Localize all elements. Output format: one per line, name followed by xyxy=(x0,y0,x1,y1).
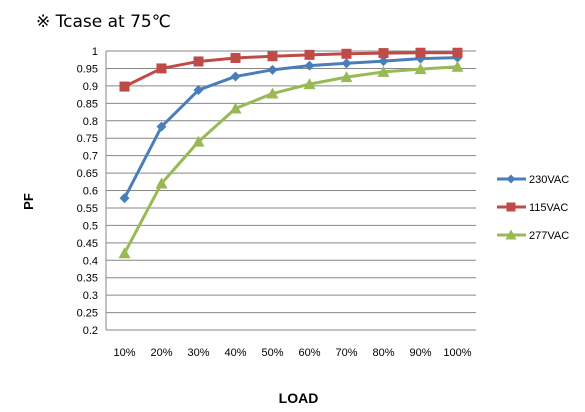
series-277VAC xyxy=(118,60,464,259)
x-tick-label: 70% xyxy=(335,347,357,359)
y-tick-label: 0.6 xyxy=(83,186,98,198)
data-point xyxy=(341,58,352,69)
y-tick-label: 0.55 xyxy=(77,203,98,215)
y-tick-label: 1 xyxy=(92,46,98,58)
y-tick-label: 0.5 xyxy=(83,220,98,232)
y-tick-label: 0.4 xyxy=(83,255,98,267)
y-tick-labels: 0.2 0.25 0.3 0.35 0.4 0.45 0.5 0.55 0.6 0.65 0.7 0.… xyxy=(77,46,98,337)
grid xyxy=(105,50,476,331)
data-point xyxy=(155,177,168,189)
x-tick-label: 10% xyxy=(113,347,135,359)
data-point xyxy=(304,49,315,60)
data-point xyxy=(267,64,278,75)
legend-label: 277VAC xyxy=(529,230,569,242)
data-point xyxy=(378,48,389,59)
legend-label: 230VAC xyxy=(529,174,569,186)
x-axis-title: LOAD xyxy=(278,390,319,406)
data-point xyxy=(156,121,167,132)
y-tick-label: 0.3 xyxy=(83,290,98,302)
y-tick-label: 0.95 xyxy=(77,63,98,75)
data-point xyxy=(378,56,389,67)
data-point xyxy=(229,102,242,114)
legend: 230VAC 115VAC 277VAC xyxy=(497,174,569,242)
y-tick-label: 0.9 xyxy=(83,81,98,93)
data-point xyxy=(377,65,390,77)
data-point xyxy=(230,52,241,63)
series-230VAC xyxy=(119,52,463,204)
data-point xyxy=(340,71,353,83)
legend-marker xyxy=(506,174,516,184)
y-tick-label: 0.65 xyxy=(77,168,98,180)
x-tick-labels: 10% 20% 30% 40% 50% 60% 70% 80% 90% 100% xyxy=(113,347,471,359)
x-tick-label: 80% xyxy=(372,347,394,359)
x-tick-label: 20% xyxy=(150,347,172,359)
legend-marker xyxy=(506,202,516,212)
y-tick-label: 0.8 xyxy=(83,116,98,128)
temperature-note: ※ Tcase at 75℃ xyxy=(36,12,171,32)
data-point xyxy=(119,193,130,204)
y-tick-label: 0.35 xyxy=(77,273,98,285)
data-point xyxy=(414,63,427,75)
data-point xyxy=(304,60,315,71)
data-point xyxy=(156,63,167,74)
legend-marker xyxy=(505,229,517,240)
series-line xyxy=(123,56,458,199)
x-tick-label: 90% xyxy=(409,347,431,359)
x-tick-label: 100% xyxy=(443,347,471,359)
data-point xyxy=(266,87,279,99)
data-point xyxy=(415,47,426,58)
series-line xyxy=(123,65,458,254)
data-point xyxy=(303,78,316,90)
data-point xyxy=(267,51,278,62)
data-point xyxy=(452,47,463,58)
legend-label: 115VAC xyxy=(529,202,568,214)
x-tick-label: 30% xyxy=(187,347,209,359)
x-tick-label: 40% xyxy=(224,347,246,359)
data-point xyxy=(192,135,205,147)
x-tick-label: 50% xyxy=(261,347,283,359)
y-tick-label: 0.2 xyxy=(83,325,98,337)
series-115VAC xyxy=(119,47,463,92)
y-tick-label: 0.75 xyxy=(77,133,98,145)
data-point xyxy=(451,60,464,72)
data-point xyxy=(118,247,131,259)
series-line xyxy=(123,51,458,88)
data-point xyxy=(193,56,204,67)
y-tick-label: 0.7 xyxy=(83,151,98,163)
data-point xyxy=(119,81,130,92)
plot-area xyxy=(118,47,464,259)
data-point xyxy=(193,85,204,96)
data-point xyxy=(230,71,241,82)
y-tick-label: 0.85 xyxy=(77,98,98,110)
x-tick-label: 60% xyxy=(298,347,320,359)
y-tick-label: 0.25 xyxy=(77,308,98,320)
data-point xyxy=(341,48,352,59)
y-tick-label: 0.45 xyxy=(77,238,98,250)
